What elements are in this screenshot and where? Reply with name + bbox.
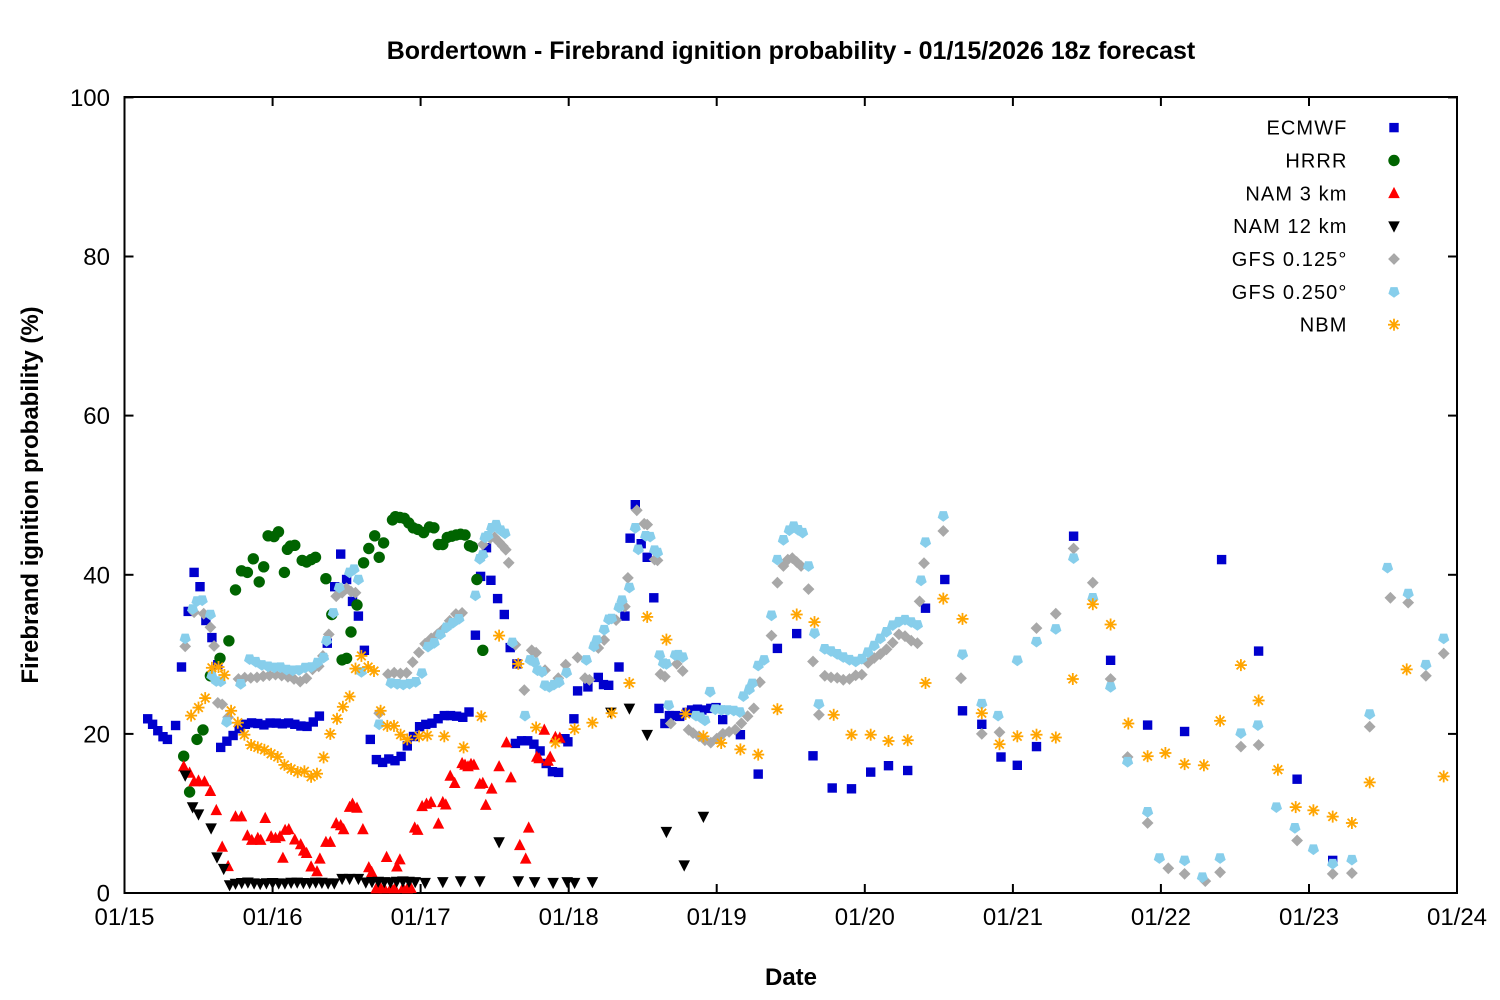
- svg-text:01/24: 01/24: [1427, 904, 1487, 931]
- svg-text:NBM: NBM: [1300, 315, 1348, 337]
- svg-text:Firebrand ignition probability: Firebrand ignition probability (%): [17, 306, 44, 683]
- svg-text:0: 0: [97, 881, 110, 908]
- svg-text:01/19: 01/19: [687, 904, 747, 931]
- svg-text:20: 20: [83, 721, 110, 748]
- svg-text:100: 100: [70, 85, 110, 112]
- svg-text:NAM 3 km: NAM 3 km: [1245, 183, 1347, 205]
- svg-text:NAM 12 km: NAM 12 km: [1233, 216, 1347, 238]
- svg-text:01/21: 01/21: [983, 904, 1043, 931]
- svg-text:01/23: 01/23: [1279, 904, 1339, 931]
- svg-text:GFS 0.125°: GFS 0.125°: [1232, 249, 1348, 271]
- svg-text:01/18: 01/18: [539, 904, 599, 931]
- svg-text:01/17: 01/17: [391, 904, 451, 931]
- svg-text:HRRR: HRRR: [1285, 151, 1347, 173]
- svg-text:01/22: 01/22: [1131, 904, 1191, 931]
- svg-text:80: 80: [83, 244, 110, 271]
- svg-text:Bordertown - Firebrand ignitio: Bordertown - Firebrand ignition probabil…: [387, 37, 1196, 65]
- svg-text:01/20: 01/20: [835, 904, 895, 931]
- svg-text:Date: Date: [765, 964, 817, 991]
- svg-text:40: 40: [83, 562, 110, 589]
- svg-text:GFS 0.250°: GFS 0.250°: [1232, 282, 1348, 304]
- svg-text:01/16: 01/16: [243, 904, 303, 931]
- svg-text:01/15: 01/15: [94, 904, 154, 931]
- svg-text:ECMWF: ECMWF: [1266, 118, 1347, 140]
- svg-text:60: 60: [83, 403, 110, 430]
